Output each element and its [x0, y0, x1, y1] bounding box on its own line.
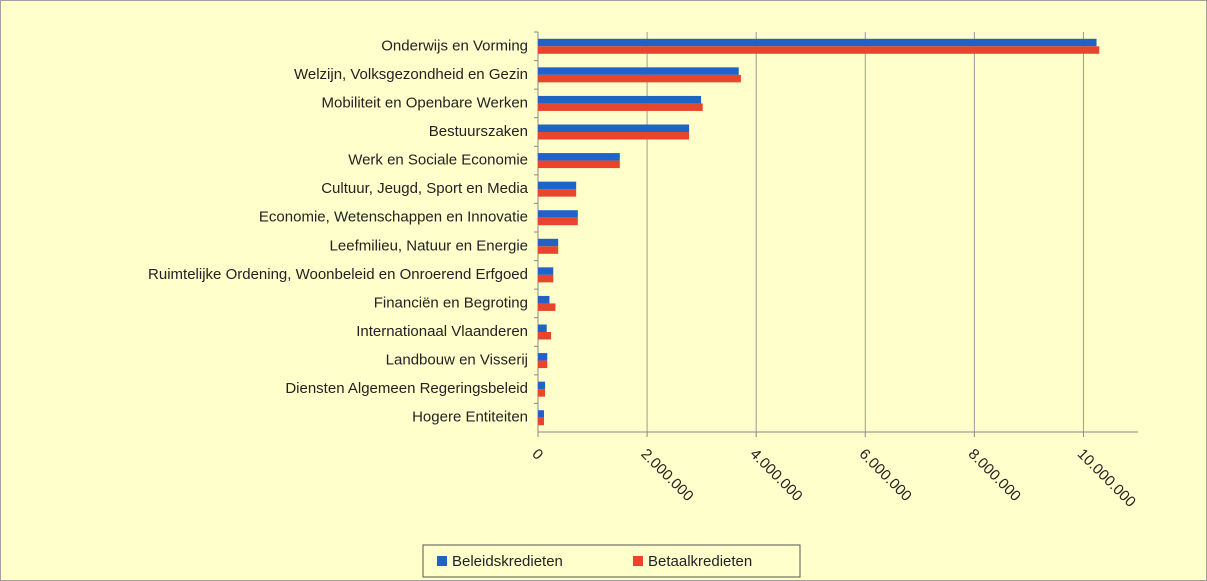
- bar: [538, 210, 578, 218]
- bar: [538, 132, 690, 140]
- y-tick-label: Welzijn, Volksgezondheid en Gezin: [294, 66, 528, 83]
- y-tick-label: Bestuurszaken: [429, 123, 528, 140]
- y-tick-label: Cultuur, Jeugd, Sport en Media: [321, 180, 528, 197]
- y-tick-label: Financiën en Begroting: [374, 294, 528, 311]
- bar: [538, 124, 690, 132]
- bar: [538, 274, 554, 283]
- bar: [538, 103, 703, 111]
- y-tick-label: Werk en Sociale Economie: [348, 152, 528, 169]
- bar: [538, 67, 739, 75]
- bar: [538, 246, 559, 254]
- bar: [538, 332, 552, 340]
- bar: [538, 381, 546, 390]
- legend-label: Betaalkredieten: [648, 553, 752, 570]
- bar: [538, 410, 544, 418]
- y-tick-label: Internationaal Vlaanderen: [356, 323, 528, 340]
- y-tick-label: Leefmilieu, Natuur en Energie: [330, 237, 528, 254]
- y-tick-label: Landbouw en Visserij: [386, 352, 528, 369]
- bar: [538, 295, 550, 304]
- legend-box: [422, 544, 801, 578]
- bar: [538, 160, 620, 169]
- y-tick-label: Economie, Wetenschappen en Innovatie: [259, 209, 528, 226]
- legend-swatch: [437, 556, 447, 566]
- y-tick-label: Ruimtelijke Ordening, Woonbeleid en Onro…: [148, 266, 528, 283]
- y-tick-label: Onderwijs en Vorming: [381, 37, 528, 54]
- y-tick-label: Mobiliteit en Openbare Werken: [322, 94, 529, 111]
- bar: [538, 153, 620, 161]
- bar: [538, 353, 548, 361]
- bar: [538, 74, 741, 83]
- y-tick-label: Diensten Algemeen Regeringsbeleid: [285, 380, 528, 397]
- bar: [538, 360, 548, 369]
- legend-label: Beleidskredieten: [452, 553, 563, 570]
- bar: [538, 189, 577, 197]
- bar: [538, 95, 702, 104]
- bar: [538, 267, 554, 275]
- bar: [538, 389, 546, 397]
- bar: [538, 217, 578, 226]
- bar: [538, 303, 556, 311]
- bar: [538, 417, 544, 426]
- bar: [538, 181, 577, 190]
- bar: [538, 324, 547, 332]
- bar: [538, 38, 1097, 47]
- legend-swatch: [633, 556, 643, 566]
- bar: [538, 238, 559, 247]
- legend: Beleidskredieten Betaalkredieten: [422, 544, 801, 578]
- bar: [538, 46, 1100, 54]
- y-tick-label: Hogere Entiteiten: [412, 409, 528, 426]
